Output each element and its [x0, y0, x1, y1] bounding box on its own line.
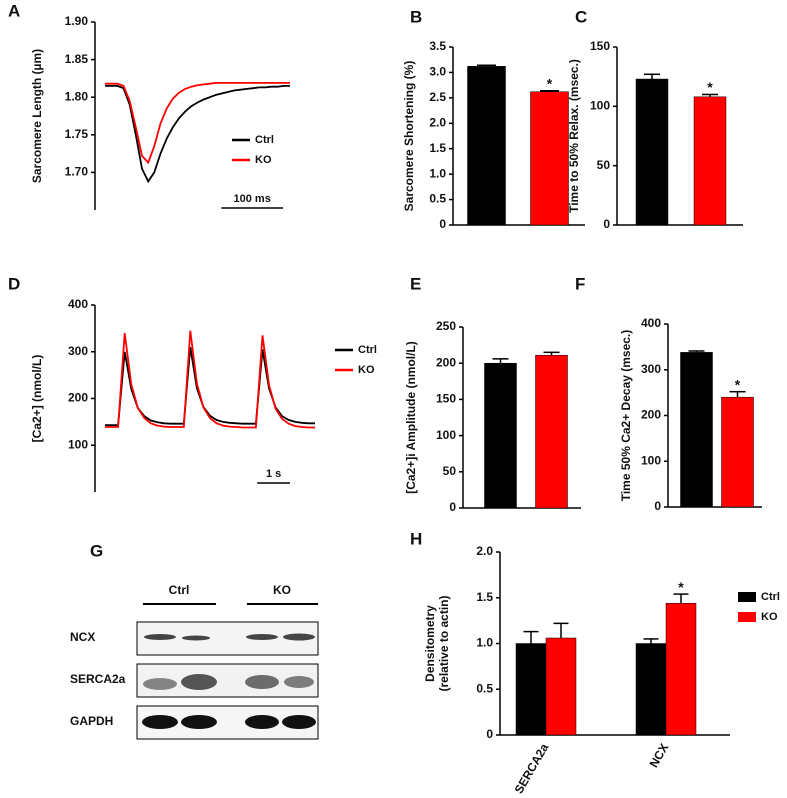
significance: * — [547, 75, 553, 91]
y-axis-label: Sarcomere Shortening (%) — [402, 61, 416, 212]
bar — [680, 352, 713, 508]
blot-group: KO — [273, 583, 291, 597]
bar — [535, 354, 568, 509]
bar — [530, 91, 569, 226]
y-tick-label: 250 — [436, 319, 456, 333]
x-tick-label: SERCA2a — [512, 741, 552, 796]
y-tick-label: 1.90 — [65, 14, 89, 28]
panel-letter: E — [410, 274, 421, 293]
y-tick-label: 300 — [68, 344, 88, 358]
y-tick-label: 400 — [641, 316, 661, 330]
y-axis-label: Densitometry — [423, 605, 437, 682]
y-tick-label: 1.70 — [65, 165, 89, 179]
significance: * — [678, 579, 684, 595]
y-axis-label: [Ca2+]i Amplitude (nmol/L) — [404, 341, 418, 494]
blot-group: Ctrl — [169, 583, 190, 597]
y-tick-label: 100 — [436, 428, 456, 442]
legend-label: KO — [358, 364, 375, 376]
y-tick-label: 0.5 — [476, 681, 493, 695]
panel-letter: B — [410, 7, 422, 26]
y-tick-label: 300 — [641, 362, 661, 376]
panel-letter: C — [575, 7, 587, 26]
y-tick-label: 1.85 — [65, 52, 89, 66]
serca-bands — [143, 674, 314, 690]
legend-label: Ctrl — [255, 134, 274, 146]
y-tick-label: 1.0 — [429, 166, 446, 180]
scale-bar-label: 1 s — [266, 468, 281, 480]
y-tick-label: 0 — [486, 727, 493, 741]
legend-swatch — [738, 592, 756, 602]
y-tick-label: 2.5 — [429, 90, 446, 104]
y-tick-label: 3.5 — [429, 39, 446, 53]
bar — [635, 643, 667, 736]
y-tick-label: 2.0 — [429, 115, 446, 129]
y-tick-label: 100 — [590, 99, 610, 113]
y-tick-label: 0 — [439, 217, 446, 231]
ncx-bands — [144, 633, 315, 641]
bar — [484, 362, 517, 509]
bar — [721, 396, 754, 508]
y-tick-label: 1.80 — [65, 89, 89, 103]
y-tick-label: 100 — [641, 453, 661, 467]
y-tick-label: 150 — [590, 39, 610, 53]
bar — [693, 96, 727, 226]
bar — [665, 602, 697, 736]
y-axis-label: Time 50% Ca2+ Decay (msec.) — [619, 330, 633, 502]
y-tick-label: 200 — [68, 391, 88, 405]
y-tick-label: 400 — [68, 297, 88, 311]
y-axis-label: [Ca2+] (nmol/L) — [30, 355, 44, 443]
legend-label: Ctrl — [761, 591, 780, 603]
y-tick-label: 50 — [597, 158, 611, 172]
y-tick-label: 0 — [449, 500, 456, 514]
y-tick-label: 1.75 — [65, 127, 89, 141]
y-tick-label: 150 — [436, 392, 456, 406]
blot-row: SERCA2a — [70, 672, 126, 686]
panel-letter: F — [575, 274, 585, 293]
y-tick-label: 50 — [443, 464, 457, 478]
y-axis-label: Time to 50% Relax. (msec.) — [567, 59, 581, 213]
y-tick-label: 200 — [436, 355, 456, 369]
legend-label: KO — [761, 611, 778, 623]
blot-row: NCX — [70, 630, 95, 644]
panel-letter: A — [8, 1, 20, 20]
y-tick-label: 100 — [68, 437, 88, 451]
bar — [635, 78, 669, 226]
y-tick-label: 200 — [641, 408, 661, 422]
bar — [545, 637, 577, 736]
panel-letter: H — [410, 529, 422, 548]
y-tick-label: 3.0 — [429, 65, 446, 79]
y-tick-label: 1.0 — [476, 636, 493, 650]
blot-row: GAPDH — [70, 714, 113, 728]
y-tick-label: 0.5 — [429, 192, 446, 206]
y-tick-label: 1.5 — [429, 141, 446, 155]
x-tick-label: NCX — [647, 741, 672, 770]
gapdh-bands — [142, 715, 316, 729]
significance: * — [735, 376, 741, 392]
trace — [105, 85, 290, 184]
trace — [105, 330, 315, 429]
panel-letter: D — [8, 274, 20, 293]
y-tick-label: 1.5 — [476, 590, 493, 604]
trace — [105, 82, 290, 165]
legend-swatch — [738, 612, 756, 622]
scale-bar-label: 100 ms — [234, 193, 271, 205]
y-tick-label: 2.0 — [476, 544, 493, 558]
panel-letter: G — [90, 541, 103, 560]
bar — [467, 66, 506, 226]
legend-label: KO — [255, 154, 272, 166]
trace — [105, 346, 315, 426]
bar — [515, 643, 547, 736]
significance: * — [707, 79, 713, 95]
y-tick-label: 0 — [654, 499, 661, 513]
legend-label: Ctrl — [358, 344, 377, 356]
y-axis-label: (relative to actin) — [437, 595, 451, 691]
y-tick-label: 0 — [603, 217, 610, 231]
y-axis-label: Sarcomere Length (µm) — [30, 49, 44, 183]
